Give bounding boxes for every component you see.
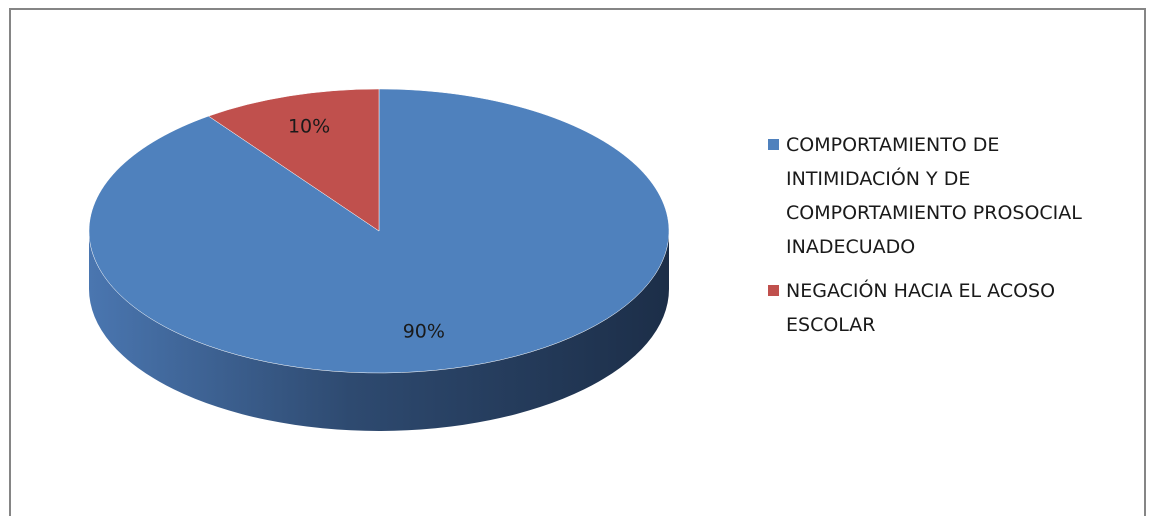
legend-item-0: COMPORTAMIENTO DE INTIMIDACIÓN Y DE COMPOR…	[768, 128, 1148, 264]
pie-side-0	[89, 231, 669, 431]
legend-label-line: NEGACIÓN HACIA EL ACOSO	[786, 280, 1056, 302]
data-label-0: 90%	[403, 320, 445, 342]
data-label-1: 10%	[288, 116, 330, 138]
legend-label-line: COMPORTAMIENTO PROSOCIAL	[786, 202, 1082, 224]
legend-swatch-0	[768, 139, 779, 150]
pie-tops	[88, 88, 670, 374]
pie-slice-1[interactable]	[207, 88, 380, 232]
legend-label-line: INADECUADO	[786, 236, 916, 258]
legend-label-line: COMPORTAMIENTO DE	[786, 134, 1000, 156]
legend-item-1: NEGACIÓN HACIA EL ACOSO ESCOLAR	[768, 274, 1148, 342]
pie-labels: 90% 10%	[288, 116, 445, 343]
pie-sides	[89, 231, 669, 431]
legend: COMPORTAMIENTO DE INTIMIDACIÓN Y DE COMPOR…	[768, 128, 1148, 352]
legend-label-line: INTIMIDACIÓN Y DE	[786, 168, 971, 190]
legend-label-line: ESCOLAR	[786, 314, 876, 336]
legend-swatch-1	[768, 285, 779, 296]
